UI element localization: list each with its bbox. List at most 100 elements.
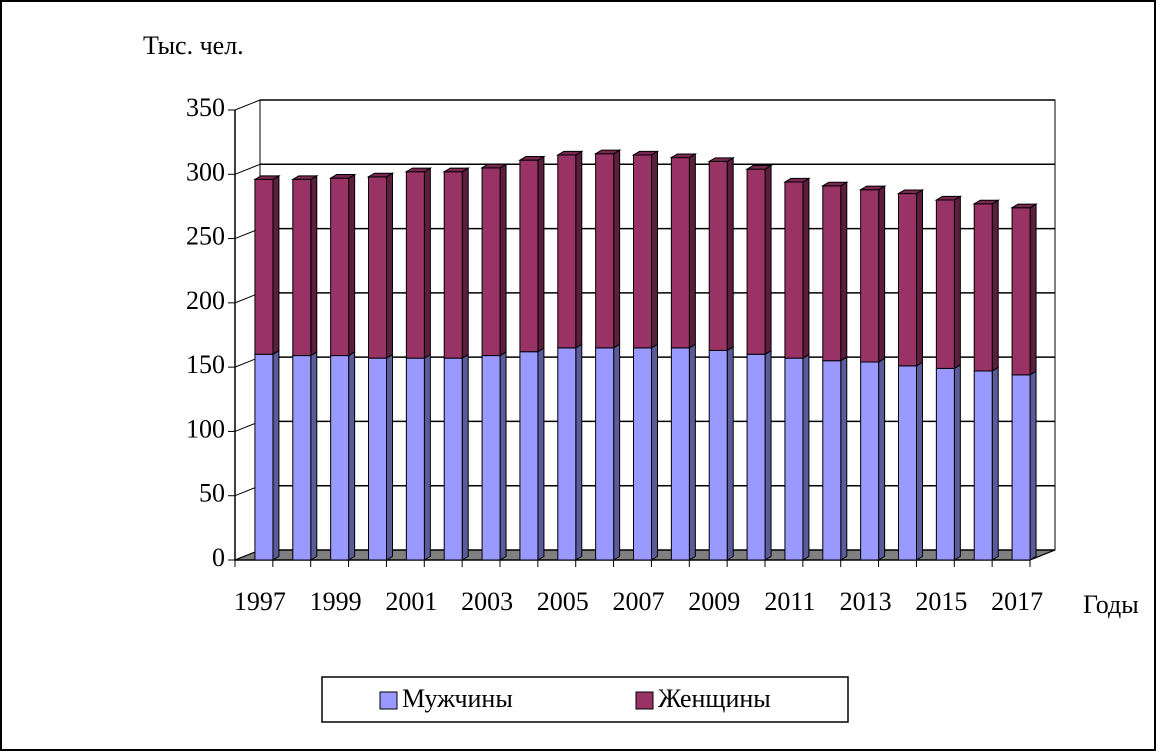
bar-side <box>348 173 356 357</box>
bar-side <box>802 353 810 561</box>
y-axis-label: Тыс. чел. <box>143 31 244 60</box>
x-tick-label: 1997 <box>234 587 286 616</box>
x-tick-label: 2011 <box>764 587 815 616</box>
bar-side <box>688 343 696 561</box>
bar <box>1011 374 1031 561</box>
bar <box>330 355 350 561</box>
bar-side <box>1029 203 1037 376</box>
bar <box>292 355 312 561</box>
bar-side <box>461 167 469 360</box>
bar-top <box>480 163 508 169</box>
bar-top <box>972 199 1001 205</box>
bar-top <box>631 150 660 156</box>
bar-side <box>651 343 658 561</box>
bar-side <box>991 199 999 372</box>
bar <box>746 168 766 355</box>
bar-top <box>934 195 963 201</box>
bar <box>557 347 577 561</box>
bar-side <box>613 343 621 561</box>
bar-top <box>593 149 622 155</box>
bar-side <box>537 155 545 353</box>
bar-top <box>366 172 395 178</box>
bar-top <box>253 175 281 180</box>
bar-side <box>348 351 356 561</box>
bar <box>935 199 955 369</box>
bar-side <box>461 353 469 561</box>
y-tick-label: 50 <box>199 479 225 508</box>
bar <box>368 176 387 359</box>
bar <box>784 181 804 359</box>
bar <box>405 171 425 359</box>
bar <box>519 351 539 561</box>
bar <box>481 167 501 357</box>
bar <box>784 357 804 561</box>
bar-side <box>764 349 772 561</box>
bar <box>973 203 993 372</box>
x-tick-label: 2013 <box>840 587 892 616</box>
bar <box>254 353 274 561</box>
bar <box>898 365 917 561</box>
bar-side <box>575 343 583 561</box>
bar-top <box>1010 203 1038 209</box>
wall-grid-line <box>234 163 261 175</box>
bar <box>481 355 501 561</box>
bar-top <box>820 181 849 187</box>
bar-side <box>802 177 810 360</box>
bar <box>292 178 312 357</box>
bar <box>935 367 955 561</box>
x-tick-label: 2001 <box>385 587 437 616</box>
bar-side <box>991 366 999 561</box>
bar-side <box>386 353 393 561</box>
bar-side <box>726 345 734 561</box>
bar-top <box>707 157 736 162</box>
bar-top <box>858 185 887 191</box>
legend <box>321 676 849 723</box>
wall-grid-line <box>234 99 261 111</box>
bar <box>595 153 615 349</box>
y-tick-label: 100 <box>186 414 225 443</box>
bar-top <box>745 165 773 170</box>
bar-side <box>272 174 280 356</box>
bar <box>973 370 993 561</box>
bar-side <box>1029 370 1037 561</box>
bar <box>708 160 728 351</box>
x-tick-label: 2005 <box>537 587 589 616</box>
bar <box>557 154 577 349</box>
x-tick-label: 2015 <box>915 587 967 616</box>
bar <box>254 178 274 355</box>
legend-label: Мужчины <box>402 684 513 713</box>
bar-side <box>613 149 621 349</box>
bar <box>595 347 615 561</box>
bar-side <box>764 164 772 356</box>
bar <box>822 360 842 561</box>
bar-side <box>916 189 923 367</box>
bar-top <box>896 189 925 195</box>
bar-top <box>669 153 698 159</box>
y-tick-label: 200 <box>186 286 225 315</box>
y-tick-label: 300 <box>186 157 225 186</box>
bar-side <box>651 150 658 349</box>
bar <box>519 159 539 353</box>
bar-side <box>499 351 507 561</box>
bar <box>860 189 880 363</box>
bar <box>443 171 463 359</box>
bar <box>822 185 842 362</box>
bar-side <box>878 357 886 561</box>
bar-top <box>442 167 471 173</box>
x-tick-label: 2003 <box>461 587 513 616</box>
bar-side <box>688 153 696 349</box>
bar-side <box>310 174 318 357</box>
x-tick-label: 2007 <box>613 587 665 616</box>
y-tick-label: 150 <box>186 350 225 379</box>
bar <box>443 357 463 561</box>
bar <box>405 357 425 561</box>
bar-top <box>518 156 546 161</box>
legend-label: Женщины <box>658 684 771 713</box>
bar-side <box>423 353 431 561</box>
x-tick-label: 2009 <box>688 587 740 616</box>
bar-side <box>272 349 280 561</box>
bar-side <box>878 185 886 363</box>
bar <box>860 361 880 561</box>
bar-top <box>783 177 811 183</box>
bar-side <box>726 156 734 352</box>
